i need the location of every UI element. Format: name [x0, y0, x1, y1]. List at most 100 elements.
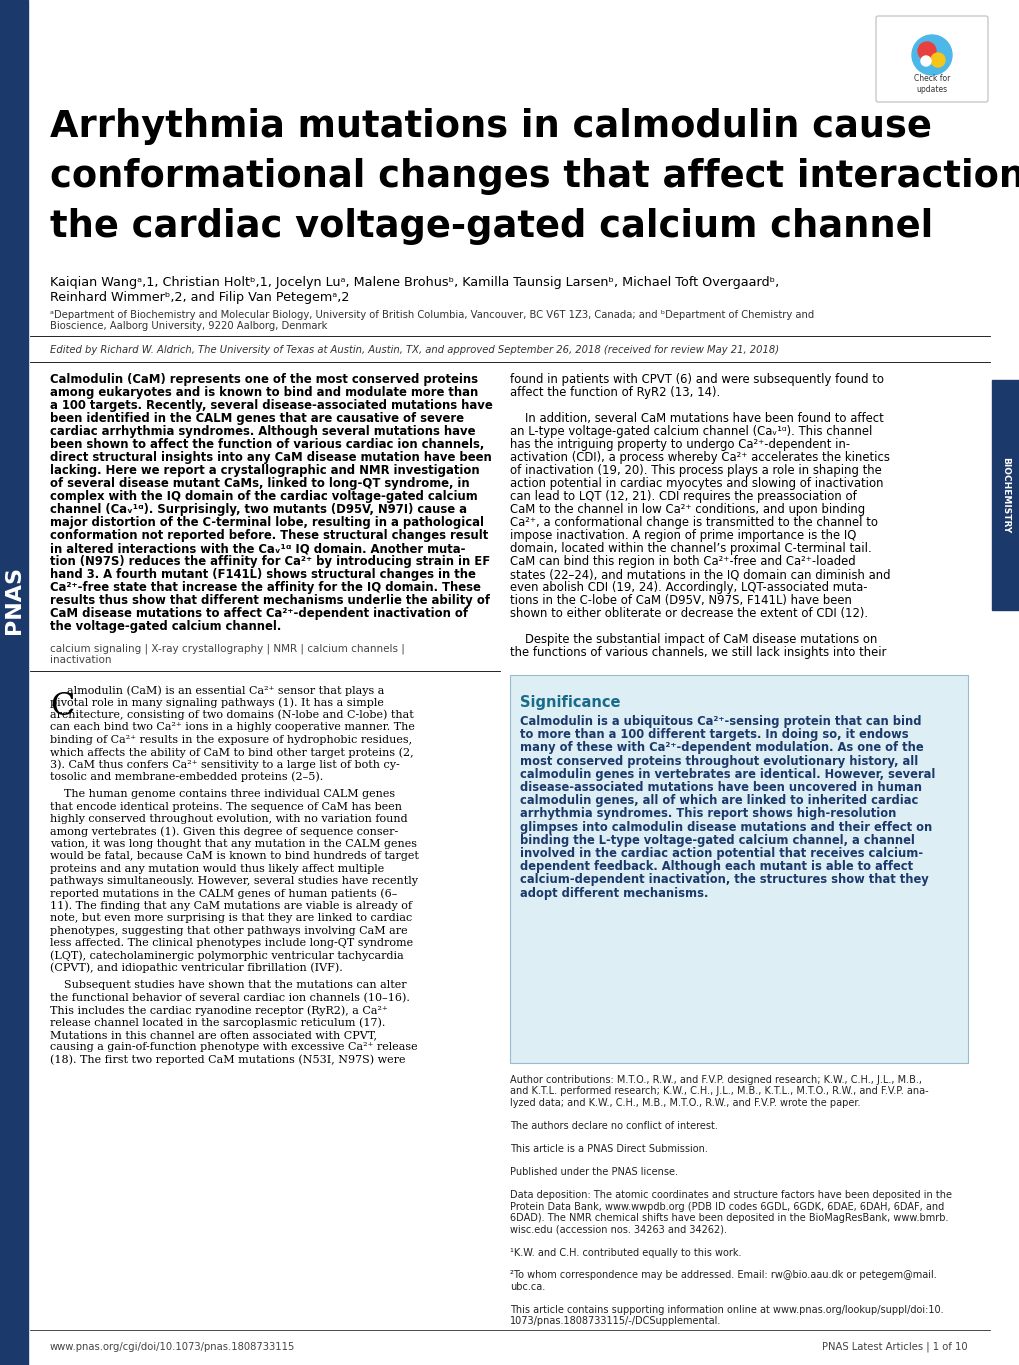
Text: ᵃDepartment of Biochemistry and Molecular Biology, University of British Columbi: ᵃDepartment of Biochemistry and Molecula… [50, 310, 813, 319]
Text: Data deposition: The atomic coordinates and structure factors have been deposite: Data deposition: The atomic coordinates … [510, 1190, 951, 1200]
Text: Check for
updates: Check for updates [913, 74, 950, 94]
Text: This article contains supporting information online at www.pnas.org/lookup/suppl: This article contains supporting informa… [510, 1305, 943, 1314]
Text: 3). CaM thus confers Ca²⁺ sensitivity to a large list of both cy-: 3). CaM thus confers Ca²⁺ sensitivity to… [50, 759, 399, 770]
Text: Significance: Significance [520, 695, 620, 710]
Text: domain, located within the channel’s proximal C-terminal tail.: domain, located within the channel’s pro… [510, 542, 871, 556]
Text: BIOCHEMISTRY: BIOCHEMISTRY [1001, 457, 1010, 534]
Text: cardiac arrhythmia syndromes. Although several mutations have: cardiac arrhythmia syndromes. Although s… [50, 425, 475, 438]
Text: the voltage-gated calcium channel.: the voltage-gated calcium channel. [50, 620, 281, 633]
Text: can lead to LQT (12, 21). CDI requires the preassociation of: can lead to LQT (12, 21). CDI requires t… [510, 490, 856, 502]
Text: tion (N97S) reduces the affinity for Ca²⁺ by introducing strain in EF: tion (N97S) reduces the affinity for Ca²… [50, 556, 490, 568]
Text: many of these with Ca²⁺-dependent modulation. As one of the: many of these with Ca²⁺-dependent modula… [520, 741, 923, 755]
Text: Ca²⁺, a conformational change is transmitted to the channel to: Ca²⁺, a conformational change is transmi… [510, 516, 877, 530]
Text: action potential in cardiac myocytes and slowing of inactivation: action potential in cardiac myocytes and… [510, 476, 882, 490]
Text: PNAS Latest Articles | 1 of 10: PNAS Latest Articles | 1 of 10 [821, 1342, 967, 1353]
Text: hand 3. A fourth mutant (F141L) shows structural changes in the: hand 3. A fourth mutant (F141L) shows st… [50, 568, 476, 581]
Text: the cardiac voltage-gated calcium channel: the cardiac voltage-gated calcium channe… [50, 207, 932, 244]
FancyBboxPatch shape [875, 16, 987, 102]
Text: calcium-dependent inactivation, the structures show that they: calcium-dependent inactivation, the stru… [520, 874, 928, 886]
Text: Mutations in this channel are often associated with CPVT,: Mutations in this channel are often asso… [50, 1029, 377, 1040]
Text: binding of Ca²⁺ results in the exposure of hydrophobic residues,: binding of Ca²⁺ results in the exposure … [50, 734, 412, 744]
Text: complex with the IQ domain of the cardiac voltage-gated calcium: complex with the IQ domain of the cardia… [50, 490, 477, 502]
Text: can each bind two Ca²⁺ ions in a highly cooperative manner. The: can each bind two Ca²⁺ ions in a highly … [50, 722, 415, 732]
Text: release channel located in the sarcoplasmic reticulum (17).: release channel located in the sarcoplas… [50, 1017, 385, 1028]
Text: The human genome contains three individual CALM genes: The human genome contains three individu… [50, 789, 394, 799]
Text: an L-type voltage-gated calcium channel (Caᵥ¹ᵅ). This channel: an L-type voltage-gated calcium channel … [510, 425, 871, 438]
Text: among eukaryotes and is known to bind and modulate more than: among eukaryotes and is known to bind an… [50, 386, 478, 399]
Text: note, but even more surprising is that they are linked to cardiac: note, but even more surprising is that t… [50, 913, 412, 923]
Bar [510, 676, 967, 1063]
Text: to more than a 100 different targets. In doing so, it endows: to more than a 100 different targets. In… [520, 728, 908, 741]
Text: reported mutations in the CALM genes of human patients (6–: reported mutations in the CALM genes of … [50, 889, 397, 900]
Text: a 100 targets. Recently, several disease-associated mutations have: a 100 targets. Recently, several disease… [50, 399, 492, 412]
Text: ubc.ca.: ubc.ca. [510, 1282, 545, 1293]
Text: C: C [50, 691, 74, 722]
Text: involved in the cardiac action potential that receives calcium-: involved in the cardiac action potential… [520, 848, 922, 860]
Text: architecture, consisting of two domains (N-lobe and C-lobe) that: architecture, consisting of two domains … [50, 710, 414, 721]
Text: the functional behavior of several cardiac ion channels (10–16).: the functional behavior of several cardi… [50, 992, 410, 1003]
Text: activation (CDI), a process whereby Ca²⁺ accelerates the kinetics: activation (CDI), a process whereby Ca²⁺… [510, 450, 889, 464]
Text: This includes the cardiac ryanodine receptor (RyR2), a Ca²⁺: This includes the cardiac ryanodine rece… [50, 1005, 387, 1016]
Text: among vertebrates (1). Given this degree of sequence conser-: among vertebrates (1). Given this degree… [50, 826, 397, 837]
Bar [991, 379, 1019, 610]
Text: Edited by Richard W. Aldrich, The University of Texas at Austin, Austin, TX, and: Edited by Richard W. Aldrich, The Univer… [50, 345, 779, 355]
Text: Arrhythmia mutations in calmodulin cause: Arrhythmia mutations in calmodulin cause [50, 108, 931, 145]
Text: inactivation: inactivation [50, 655, 111, 665]
Text: In addition, several CaM mutations have been found to affect: In addition, several CaM mutations have … [510, 412, 882, 425]
Text: has the intriguing property to undergo Ca²⁺-dependent in-: has the intriguing property to undergo C… [510, 438, 849, 450]
Text: calmodulin genes in vertebrates are identical. However, several: calmodulin genes in vertebrates are iden… [520, 767, 934, 781]
Text: Author contributions: M.T.O., R.W., and F.V.P. designed research; K.W., C.H., J.: Author contributions: M.T.O., R.W., and … [510, 1076, 921, 1085]
Text: highly conserved throughout evolution, with no variation found: highly conserved throughout evolution, w… [50, 814, 408, 824]
Text: wisc.edu (accession nos. 34263 and 34262).: wisc.edu (accession nos. 34263 and 34262… [510, 1224, 727, 1234]
Text: binding the L-type voltage-gated calcium channel, a channel: binding the L-type voltage-gated calcium… [520, 834, 914, 846]
Text: Despite the substantial impact of CaM disease mutations on: Despite the substantial impact of CaM di… [510, 633, 876, 646]
Text: Calmodulin is a ubiquitous Ca²⁺-sensing protein that can bind: Calmodulin is a ubiquitous Ca²⁺-sensing … [520, 715, 920, 728]
Text: glimpses into calmodulin disease mutations and their effect on: glimpses into calmodulin disease mutatio… [520, 820, 931, 834]
Text: and K.T.L. performed research; K.W., C.H., J.L., M.B., K.T.L., M.T.O., R.W., and: and K.T.L. performed research; K.W., C.H… [510, 1087, 927, 1096]
Text: Subsequent studies have shown that the mutations can alter: Subsequent studies have shown that the m… [50, 980, 407, 990]
Text: vation, it was long thought that any mutation in the CALM genes: vation, it was long thought that any mut… [50, 839, 417, 849]
Text: arrhythmia syndromes. This report shows high-resolution: arrhythmia syndromes. This report shows … [520, 808, 896, 820]
Text: causing a gain-of-function phenotype with excessive Ca²⁺ release: causing a gain-of-function phenotype wit… [50, 1043, 417, 1052]
Text: results thus show that different mechanisms underlie the ability of: results thus show that different mechani… [50, 594, 489, 607]
Text: www.pnas.org/cgi/doi/10.1073/pnas.1808733115: www.pnas.org/cgi/doi/10.1073/pnas.180873… [50, 1342, 296, 1351]
Text: Ca²⁺-free state that increase the affinity for the IQ domain. These: Ca²⁺-free state that increase the affini… [50, 581, 480, 594]
Circle shape [930, 53, 944, 67]
Text: Reinhard Wimmerᵇ,2, and Filip Van Petegemᵃ,2: Reinhard Wimmerᵇ,2, and Filip Van Petege… [50, 291, 350, 304]
Text: ²To whom correspondence may be addressed. Email: rw@bio.aau.dk or petegem@mail.: ²To whom correspondence may be addressed… [510, 1271, 935, 1280]
Text: disease-associated mutations have been uncovered in human: disease-associated mutations have been u… [520, 781, 921, 794]
Text: which affects the ability of CaM to bind other target proteins (2,: which affects the ability of CaM to bind… [50, 747, 414, 758]
Text: conformation not reported before. These structural changes result: conformation not reported before. These … [50, 530, 488, 542]
Text: been shown to affect the function of various cardiac ion channels,: been shown to affect the function of var… [50, 438, 484, 450]
Text: The authors declare no conflict of interest.: The authors declare no conflict of inter… [510, 1121, 717, 1132]
Text: adopt different mechanisms.: adopt different mechanisms. [520, 887, 707, 900]
Bar [0, 0, 28, 1365]
Text: Downloaded by guest on September 29, 2021: Downloaded by guest on September 29, 202… [4, 966, 10, 1133]
Text: CaM can bind this region in both Ca²⁺-free and Ca²⁺-loaded: CaM can bind this region in both Ca²⁺-fr… [510, 556, 855, 568]
Text: been identified in the CALM genes that are causative of severe: been identified in the CALM genes that a… [50, 412, 464, 425]
Text: (18). The first two reported CaM mutations (N53I, N97S) were: (18). The first two reported CaM mutatio… [50, 1055, 406, 1065]
Text: channel (Caᵥ¹ᵅ). Surprisingly, two mutants (D95V, N97I) cause a: channel (Caᵥ¹ᵅ). Surprisingly, two mutan… [50, 502, 467, 516]
Text: that encode identical proteins. The sequence of CaM has been: that encode identical proteins. The sequ… [50, 801, 401, 812]
Text: almodulin (CaM) is an essential Ca²⁺ sensor that plays a: almodulin (CaM) is an essential Ca²⁺ sen… [67, 685, 384, 696]
Text: major distortion of the C-terminal lobe, resulting in a pathological: major distortion of the C-terminal lobe,… [50, 516, 484, 530]
Text: in altered interactions with the Caᵥ¹ᵅ IQ domain. Another muta-: in altered interactions with the Caᵥ¹ᵅ I… [50, 542, 465, 556]
Text: impose inactivation. A region of prime importance is the IQ: impose inactivation. A region of prime i… [510, 530, 856, 542]
Text: tosolic and membrane-embedded proteins (2–5).: tosolic and membrane-embedded proteins (… [50, 771, 323, 782]
Text: (CPVT), and idiopathic ventricular fibrillation (IVF).: (CPVT), and idiopathic ventricular fibri… [50, 962, 342, 973]
Text: calmodulin genes, all of which are linked to inherited cardiac: calmodulin genes, all of which are linke… [520, 794, 917, 807]
Text: CaM disease mutations to affect Ca²⁺-dependent inactivation of: CaM disease mutations to affect Ca²⁺-dep… [50, 607, 468, 620]
Text: tions in the C-lobe of CaM (D95V, N97S, F141L) have been: tions in the C-lobe of CaM (D95V, N97S, … [510, 594, 851, 607]
Circle shape [911, 35, 951, 75]
Text: Bioscience, Aalborg University, 9220 Aalborg, Denmark: Bioscience, Aalborg University, 9220 Aal… [50, 321, 327, 330]
Text: phenotypes, suggesting that other pathways involving CaM are: phenotypes, suggesting that other pathwa… [50, 925, 408, 935]
Text: pivotal role in many signaling pathways (1). It has a simple: pivotal role in many signaling pathways … [50, 698, 383, 708]
Text: states (22–24), and mutations in the IQ domain can diminish and: states (22–24), and mutations in the IQ … [510, 568, 890, 581]
Text: even abolish CDI (19, 24). Accordingly, LQT-associated muta-: even abolish CDI (19, 24). Accordingly, … [510, 581, 866, 594]
Text: Kaiqian Wangᵃ,1, Christian Holtᵇ,1, Jocelyn Luᵃ, Malene Brohusᵇ, Kamilla Taunsig: Kaiqian Wangᵃ,1, Christian Holtᵇ,1, Joce… [50, 276, 779, 289]
Text: found in patients with CPVT (6) and were subsequently found to: found in patients with CPVT (6) and were… [510, 373, 883, 386]
Text: 11). The finding that any CaM mutations are viable is already of: 11). The finding that any CaM mutations … [50, 901, 412, 912]
Text: pathways simultaneously. However, several studies have recently: pathways simultaneously. However, severa… [50, 876, 418, 886]
Text: would be fatal, because CaM is known to bind hundreds of target: would be fatal, because CaM is known to … [50, 852, 419, 861]
Text: lacking. Here we report a crystallographic and NMR investigation: lacking. Here we report a crystallograph… [50, 464, 479, 476]
